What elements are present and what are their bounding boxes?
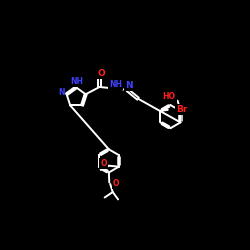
- Text: N: N: [125, 81, 133, 90]
- Text: HO: HO: [163, 92, 176, 101]
- Text: Br: Br: [176, 105, 187, 114]
- Text: NH: NH: [70, 78, 83, 86]
- Text: N: N: [58, 88, 64, 97]
- Text: O: O: [113, 179, 119, 188]
- Text: O: O: [100, 159, 107, 168]
- Text: NH: NH: [109, 80, 122, 89]
- Text: O: O: [97, 69, 105, 78]
